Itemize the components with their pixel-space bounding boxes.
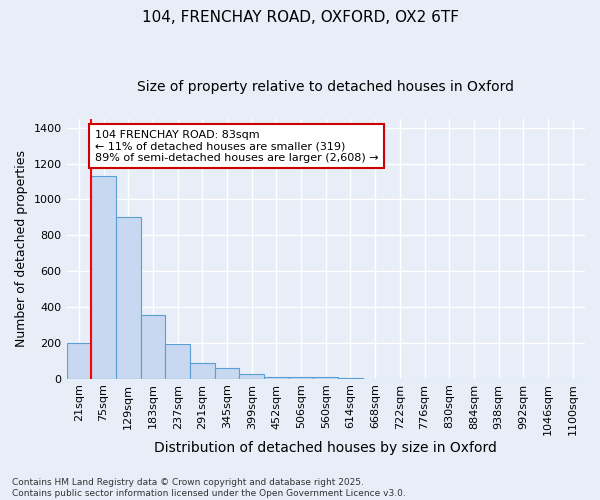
Bar bbox=[116, 218, 140, 378]
Bar bbox=[239, 374, 264, 378]
Bar bbox=[67, 343, 91, 378]
X-axis label: Distribution of detached houses by size in Oxford: Distribution of detached houses by size … bbox=[154, 441, 497, 455]
Bar bbox=[140, 315, 165, 378]
Bar bbox=[264, 376, 289, 378]
Text: Contains HM Land Registry data © Crown copyright and database right 2025.
Contai: Contains HM Land Registry data © Crown c… bbox=[12, 478, 406, 498]
Bar bbox=[190, 362, 215, 378]
Y-axis label: Number of detached properties: Number of detached properties bbox=[15, 150, 28, 347]
Bar bbox=[313, 377, 338, 378]
Bar bbox=[91, 176, 116, 378]
Bar bbox=[215, 368, 239, 378]
Bar bbox=[165, 344, 190, 378]
Text: 104 FRENCHAY ROAD: 83sqm
← 11% of detached houses are smaller (319)
89% of semi-: 104 FRENCHAY ROAD: 83sqm ← 11% of detach… bbox=[95, 130, 379, 162]
Title: Size of property relative to detached houses in Oxford: Size of property relative to detached ho… bbox=[137, 80, 514, 94]
Text: 104, FRENCHAY ROAD, OXFORD, OX2 6TF: 104, FRENCHAY ROAD, OXFORD, OX2 6TF bbox=[142, 10, 458, 25]
